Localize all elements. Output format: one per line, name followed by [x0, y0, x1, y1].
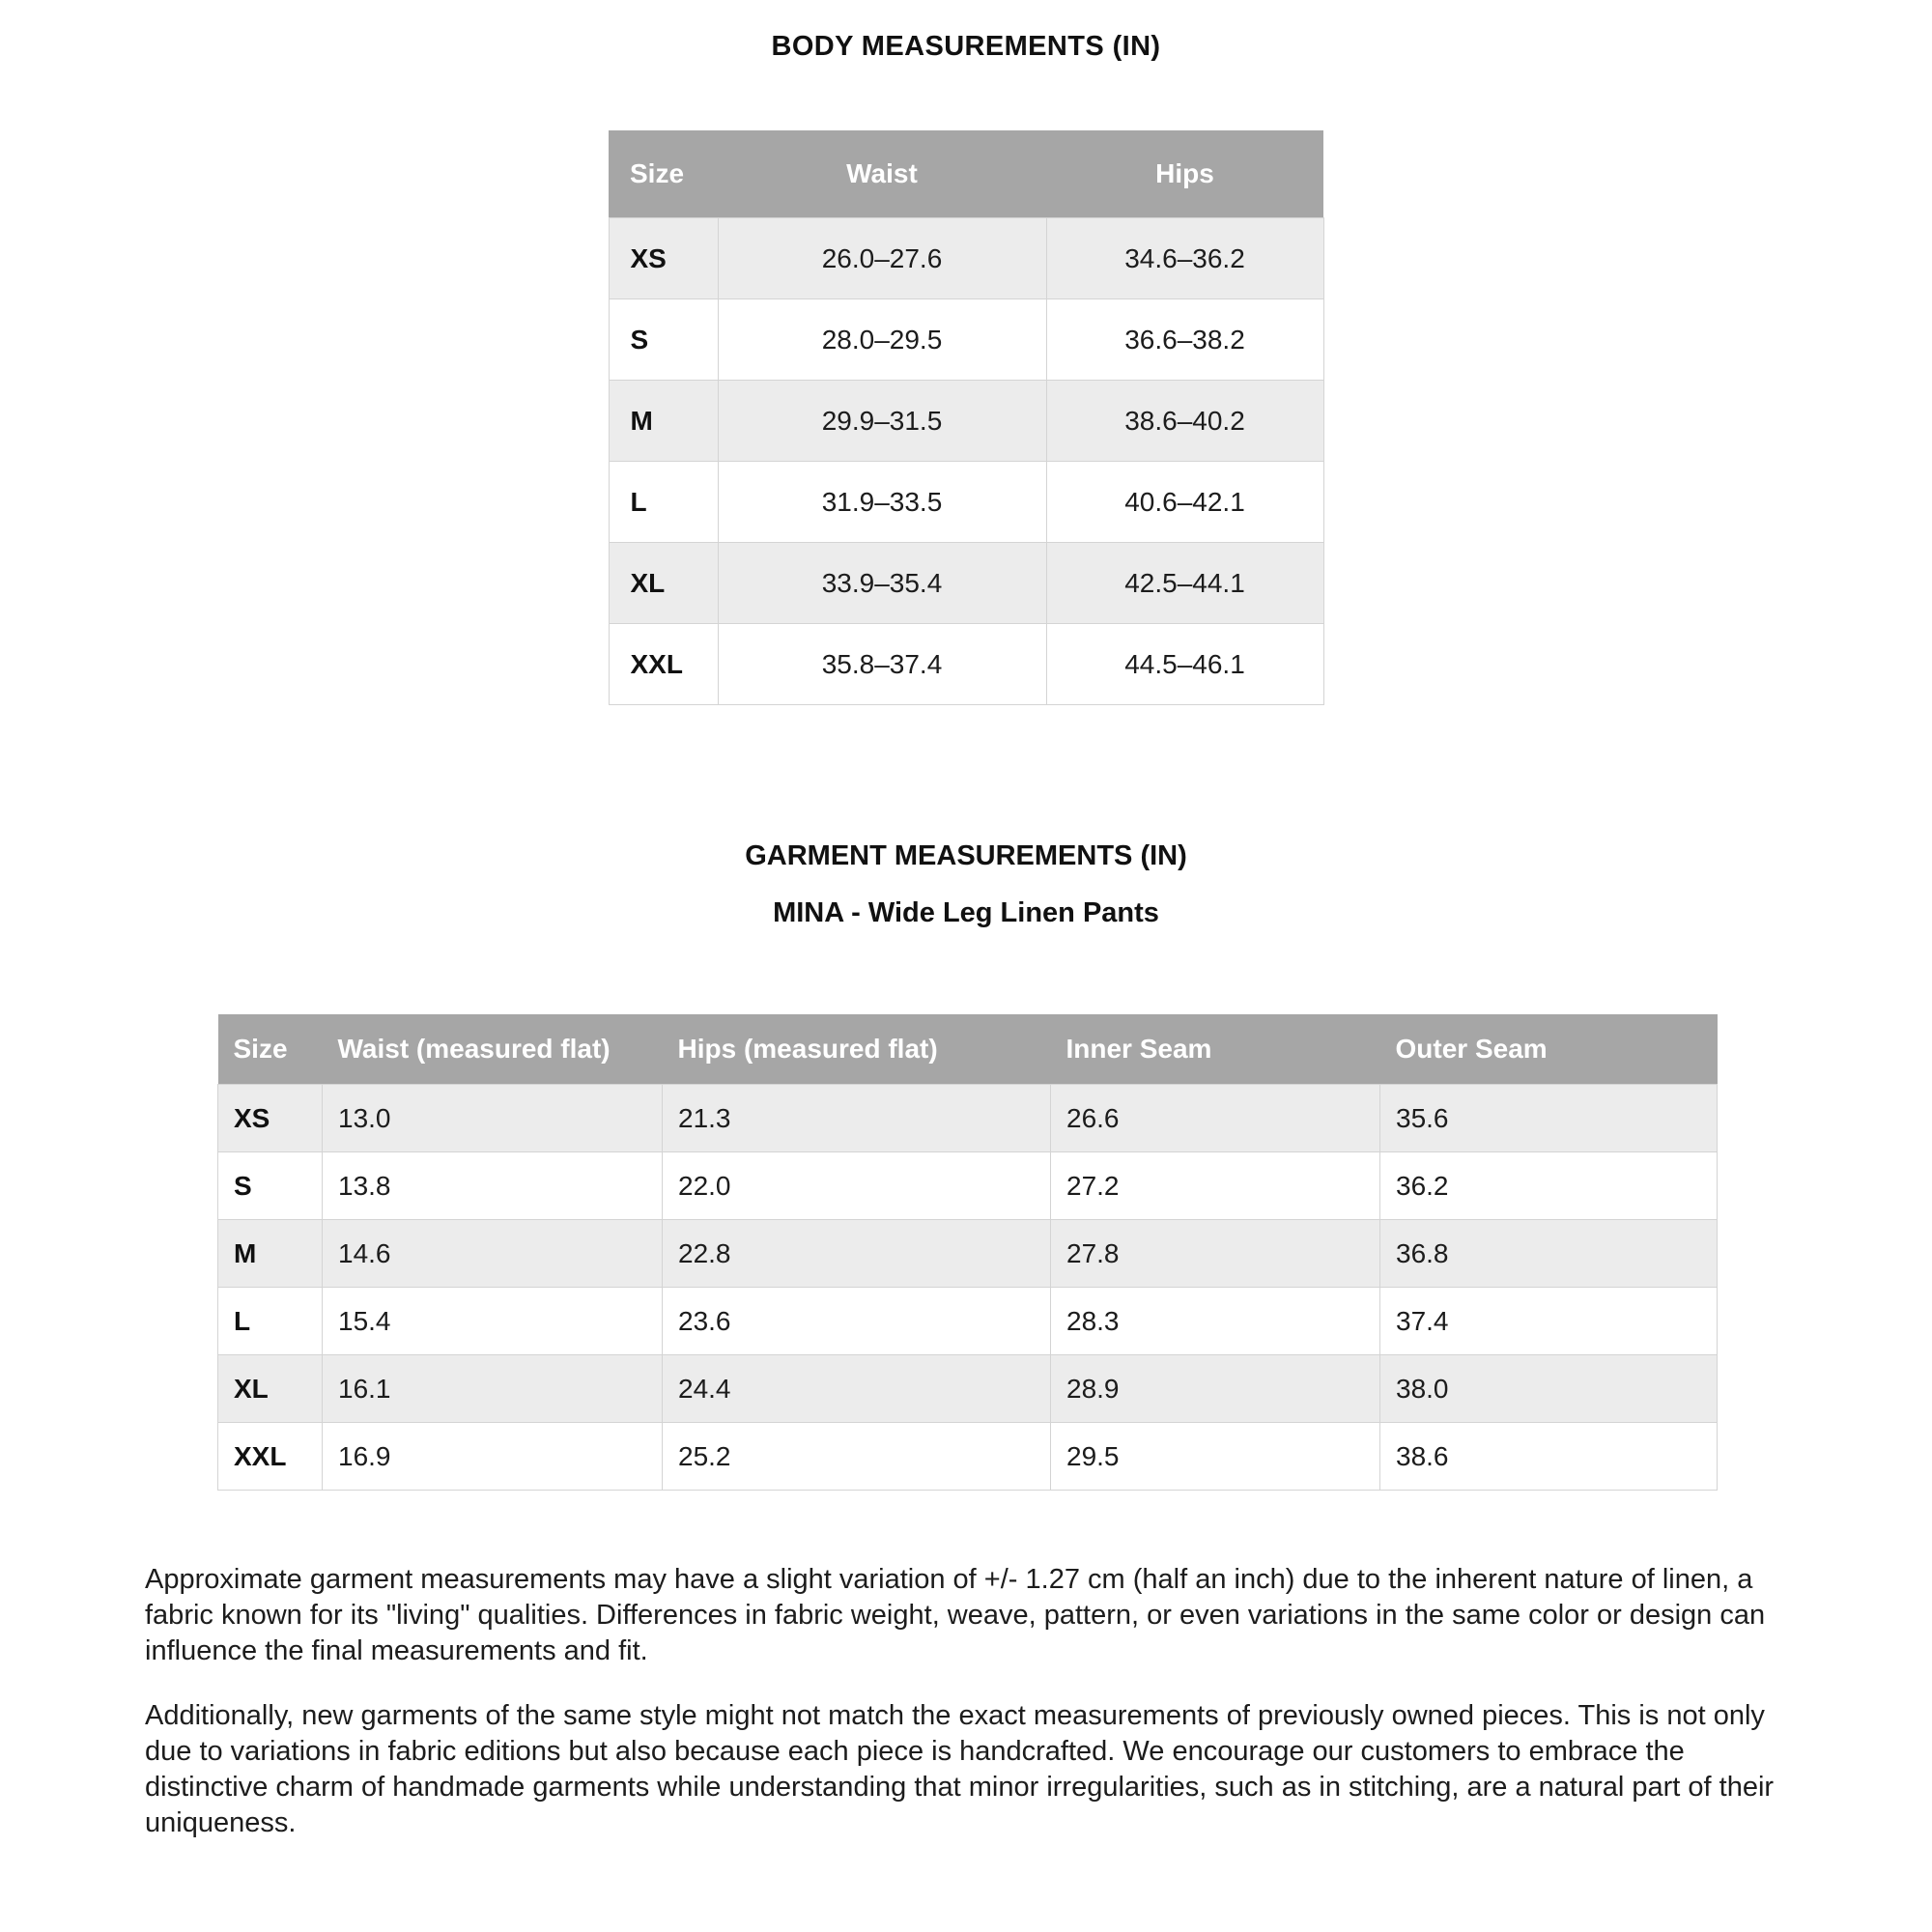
garment-measurements-subtitle: MINA - Wide Leg Linen Pants	[773, 897, 1159, 928]
inner-seam-cell: 26.6	[1050, 1084, 1380, 1152]
size-cell: L	[217, 1287, 323, 1355]
table-row: XXL 16.9 25.2 29.5 38.6	[217, 1422, 1718, 1491]
waist-cell: 35.8–37.4	[717, 623, 1047, 705]
waist-cell: 29.9–31.5	[717, 380, 1047, 462]
table-row: M 29.9–31.5 38.6–40.2	[608, 380, 1324, 462]
header-cell-waist: Waist	[718, 130, 1046, 218]
header-cell-hips: Hips	[1046, 130, 1323, 218]
outer-seam-cell: 36.8	[1379, 1219, 1718, 1288]
waist-cell: 31.9–33.5	[717, 461, 1047, 543]
size-cell: XS	[608, 217, 719, 299]
size-cell: L	[608, 461, 719, 543]
header-cell-size: Size	[609, 130, 718, 218]
size-cell: XXL	[217, 1422, 323, 1491]
hips-flat-cell: 23.6	[662, 1287, 1051, 1355]
waist-flat-cell: 13.0	[322, 1084, 663, 1152]
hips-cell: 34.6–36.2	[1045, 217, 1324, 299]
table-row: S 13.8 22.0 27.2 36.2	[217, 1151, 1718, 1220]
table-row: M 14.6 22.8 27.8 36.8	[217, 1219, 1718, 1288]
inner-seam-cell: 27.2	[1050, 1151, 1380, 1220]
header-cell-size: Size	[217, 1014, 323, 1085]
outer-seam-cell: 38.6	[1379, 1422, 1718, 1491]
table-row: XL 33.9–35.4 42.5–44.1	[608, 542, 1324, 624]
size-cell: S	[608, 298, 719, 381]
table-row: S 28.0–29.5 36.6–38.2	[608, 298, 1324, 381]
inner-seam-cell: 27.8	[1050, 1219, 1380, 1288]
table-row: XXL 35.8–37.4 44.5–46.1	[608, 623, 1324, 705]
hips-flat-cell: 24.4	[662, 1354, 1051, 1423]
disclaimer-paragraph-1: Approximate garment measurements may hav…	[145, 1564, 1766, 1666]
waist-flat-cell: 16.9	[322, 1422, 663, 1491]
outer-seam-cell: 38.0	[1379, 1354, 1718, 1423]
waist-flat-cell: 14.6	[322, 1219, 663, 1288]
waist-cell: 28.0–29.5	[717, 298, 1047, 381]
size-cell: XL	[608, 542, 719, 624]
outer-seam-cell: 37.4	[1379, 1287, 1718, 1355]
table-row: XS 26.0–27.6 34.6–36.2	[608, 217, 1324, 299]
disclaimer-paragraph-2: Additionally, new garments of the same s…	[145, 1700, 1775, 1838]
disclaimer-text: Approximate garment measurements may hav…	[145, 1562, 1787, 1841]
waist-flat-cell: 16.1	[322, 1354, 663, 1423]
table-row: L 31.9–33.5 40.6–42.1	[608, 461, 1324, 543]
header-cell-outer-seam: Outer Seam	[1379, 1014, 1718, 1085]
table-header-row: Size Waist (measured flat) Hips (measure…	[217, 1014, 1718, 1085]
header-cell-waist-flat: Waist (measured flat)	[322, 1014, 663, 1085]
hips-flat-cell: 22.8	[662, 1219, 1051, 1288]
header-cell-hips-flat: Hips (measured flat)	[662, 1014, 1051, 1085]
size-cell: M	[217, 1219, 323, 1288]
size-cell: M	[608, 380, 719, 462]
size-cell: XL	[217, 1354, 323, 1423]
size-cell: S	[217, 1151, 323, 1220]
garment-measurements-table: Size Waist (measured flat) Hips (measure…	[217, 1014, 1718, 1491]
size-cell: XXL	[608, 623, 719, 705]
body-measurements-title: BODY MEASUREMENTS (IN)	[771, 31, 1161, 62]
hips-cell: 40.6–42.1	[1045, 461, 1324, 543]
hips-cell: 38.6–40.2	[1045, 380, 1324, 462]
inner-seam-cell: 28.3	[1050, 1287, 1380, 1355]
waist-cell: 26.0–27.6	[717, 217, 1047, 299]
hips-cell: 44.5–46.1	[1045, 623, 1324, 705]
table-row: XS 13.0 21.3 26.6 35.6	[217, 1084, 1718, 1152]
hips-flat-cell: 22.0	[662, 1151, 1051, 1220]
hips-flat-cell: 21.3	[662, 1084, 1051, 1152]
table-row: L 15.4 23.6 28.3 37.4	[217, 1287, 1718, 1355]
body-measurements-table: Size Waist Hips XS 26.0–27.6 34.6–36.2 S…	[608, 130, 1324, 705]
table-header-row: Size Waist Hips	[609, 130, 1323, 218]
waist-flat-cell: 15.4	[322, 1287, 663, 1355]
inner-seam-cell: 28.9	[1050, 1354, 1380, 1423]
outer-seam-cell: 36.2	[1379, 1151, 1718, 1220]
inner-seam-cell: 29.5	[1050, 1422, 1380, 1491]
header-cell-inner-seam: Inner Seam	[1050, 1014, 1380, 1085]
waist-cell: 33.9–35.4	[717, 542, 1047, 624]
waist-flat-cell: 13.8	[322, 1151, 663, 1220]
table-row: XL 16.1 24.4 28.9 38.0	[217, 1354, 1718, 1423]
garment-measurements-title: GARMENT MEASUREMENTS (IN)	[745, 840, 1187, 871]
outer-seam-cell: 35.6	[1379, 1084, 1718, 1152]
hips-cell: 36.6–38.2	[1045, 298, 1324, 381]
hips-cell: 42.5–44.1	[1045, 542, 1324, 624]
size-cell: XS	[217, 1084, 323, 1152]
hips-flat-cell: 25.2	[662, 1422, 1051, 1491]
